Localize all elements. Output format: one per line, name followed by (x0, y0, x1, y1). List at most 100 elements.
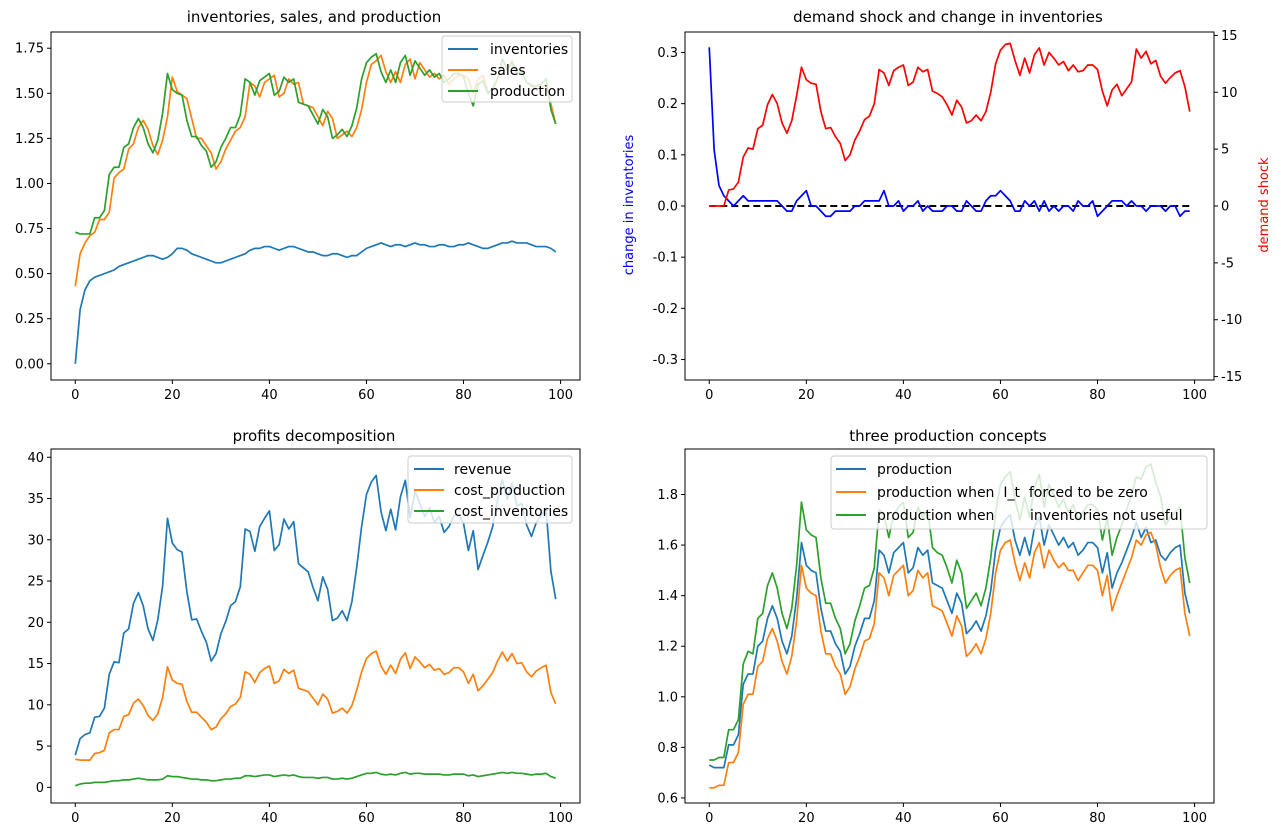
x-tick-label: 60 (992, 388, 1009, 403)
y-tick-label: 0.50 (15, 267, 44, 282)
series-line-1 (709, 531, 1191, 789)
legend: revenue cost_production cost_inventories (407, 455, 573, 524)
axes-frame (50, 448, 581, 804)
y-tick-label: 40 (27, 451, 44, 466)
y-tick-label: 0.1 (657, 148, 678, 163)
y-tick-label: 30 (27, 533, 44, 548)
y-tick-label: -0.3 (653, 353, 678, 368)
x-tick-label: 80 (455, 388, 472, 403)
y-tick-label: 25 (27, 575, 44, 590)
legend-box (830, 455, 1208, 530)
legend-label-production: production (490, 84, 565, 100)
y-axis-label-left: change in inventories (622, 135, 637, 276)
x-tick-label: 60 (358, 388, 375, 403)
y-tick-label: 0.2 (657, 97, 678, 112)
y-tick-label: 1.0 (657, 690, 678, 705)
y-tick-label: 1.50 (15, 87, 44, 102)
y-tick-label: 0.0 (657, 200, 678, 215)
y-tick-label: 0.8 (657, 741, 678, 756)
series-line-2 (74, 771, 557, 787)
legend-box (441, 35, 573, 103)
x-tick-label: 80 (455, 811, 472, 826)
panel-demand-shock-inventories: demand shock and change in inventories c… (622, 8, 1272, 403)
chart-title: demand shock and change in inventories (793, 8, 1103, 26)
y-axis-label-right: demand shock (1257, 157, 1272, 253)
legend-label-inventories: inventories (490, 42, 568, 58)
y-tick-label: 0.25 (15, 312, 44, 327)
y-tick-label: 0 (36, 781, 44, 796)
x-tick-label: 0 (71, 811, 79, 826)
y-tick-label: 0.3 (657, 46, 678, 61)
y-tick-label: 1.2 (657, 640, 678, 655)
chart-title: three production concepts (849, 427, 1047, 445)
series-line-2 (709, 463, 1191, 761)
y2-tick-label: 15 (1221, 29, 1238, 44)
y-tick-label: 1.25 (15, 132, 44, 147)
x-tick-label: 40 (261, 388, 278, 403)
chart-title: profits decomposition (233, 427, 396, 445)
series-line-0 (708, 47, 1190, 218)
y-tick-label: 1.6 (657, 539, 678, 554)
y-tick-label: 1.8 (657, 488, 678, 503)
x-tick-label: 0 (705, 388, 713, 403)
series-line-0 (74, 474, 557, 756)
x-tick-label: 20 (164, 388, 181, 403)
legend-label-cost-inventories: cost_inventories (454, 504, 568, 520)
y-tick-label: 1.00 (15, 177, 44, 192)
y2-tick-label: -15 (1221, 370, 1242, 385)
legend: production production when I_t forced to… (830, 455, 1208, 530)
y-tick-label: 0.6 (657, 791, 678, 806)
x-tick-label: 100 (548, 811, 573, 826)
legend-label-cost-production: cost_production (454, 483, 565, 499)
axes-frame (50, 31, 581, 381)
y2-tick-label: -5 (1221, 256, 1234, 271)
panel-inventories-sales-production: inventories, sales, and production 0 20 40… (15, 8, 581, 403)
x-tick-label: 40 (261, 811, 278, 826)
x-tick-label: 100 (1182, 388, 1207, 403)
legend-label-revenue: revenue (454, 462, 511, 478)
series-line-0 (708, 513, 1191, 769)
chart-title: inventories, sales, and production (187, 8, 442, 26)
legend-label-production-inventories-not-useful: production when inventories not useful (877, 508, 1182, 524)
y2-tick-label: 10 (1221, 86, 1238, 101)
y-tick-label: 0.00 (15, 357, 44, 372)
legend-label-sales: sales (490, 63, 526, 79)
series-line-1 (75, 650, 557, 761)
y-tick-label: 0.75 (15, 222, 44, 237)
legend-box (407, 455, 573, 524)
legend-label-production-forced-zero: production when I_t forced to be zero (877, 485, 1148, 501)
legend-label-production: production (877, 462, 952, 478)
x-tick-label: 60 (992, 811, 1009, 826)
y-tick-label: 10 (27, 698, 44, 713)
y-tick-label: 1.4 (657, 589, 678, 604)
panel-profits-decomposition: profits decomposition 0 20 40 60 80 100 0 5 10 15… (27, 427, 581, 826)
x-tick-label: 20 (798, 811, 815, 826)
x-tick-label: 0 (71, 388, 79, 403)
y-tick-label: 5 (36, 740, 44, 755)
x-tick-label: 0 (705, 811, 713, 826)
x-tick-label: 60 (358, 811, 375, 826)
x-tick-label: 20 (798, 388, 815, 403)
y2-tick-label: 5 (1221, 143, 1229, 158)
x-tick-label: 80 (1089, 811, 1106, 826)
y-tick-label: 1.75 (15, 42, 44, 57)
y-tick-label: -0.2 (653, 302, 678, 317)
x-tick-label: 40 (895, 388, 912, 403)
legend: inventories sales production (441, 35, 573, 103)
series-line-1 (709, 42, 1191, 207)
y-tick-label: 15 (27, 657, 44, 672)
y2-tick-label: -10 (1221, 313, 1242, 328)
y-tick-label: 20 (27, 616, 44, 631)
x-tick-label: 40 (895, 811, 912, 826)
y-tick-label: -0.1 (653, 251, 678, 266)
x-tick-label: 80 (1089, 388, 1106, 403)
x-tick-label: 100 (1182, 811, 1207, 826)
axes-frame (684, 448, 1215, 804)
x-tick-label: 100 (548, 388, 573, 403)
panel-three-production-concepts: three production concepts 0 20 40 60 80 100 0.… (657, 427, 1215, 826)
x-tick-label: 20 (164, 811, 181, 826)
y-tick-label: 35 (27, 492, 44, 507)
y2-tick-label: 0 (1221, 200, 1229, 215)
series-line-0 (74, 240, 557, 364)
